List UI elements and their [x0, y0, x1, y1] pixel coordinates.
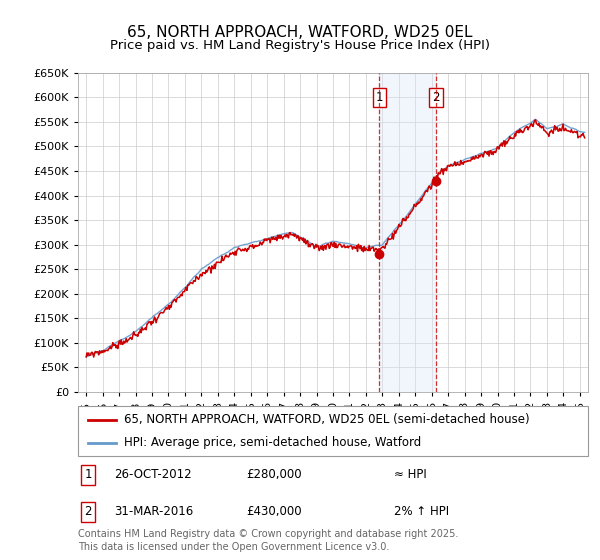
- Bar: [379, 73, 436, 392]
- Text: Contains HM Land Registry data © Crown copyright and database right 2025.
This d: Contains HM Land Registry data © Crown c…: [78, 529, 458, 552]
- Text: 2: 2: [432, 91, 440, 104]
- Text: £280,000: £280,000: [247, 468, 302, 482]
- Text: 1: 1: [376, 91, 383, 104]
- FancyBboxPatch shape: [78, 406, 588, 456]
- Text: 65, NORTH APPROACH, WATFORD, WD25 0EL (semi-detached house): 65, NORTH APPROACH, WATFORD, WD25 0EL (s…: [124, 413, 530, 426]
- Text: Price paid vs. HM Land Registry's House Price Index (HPI): Price paid vs. HM Land Registry's House …: [110, 39, 490, 52]
- Text: HPI: Average price, semi-detached house, Watford: HPI: Average price, semi-detached house,…: [124, 436, 421, 449]
- Text: 2% ↑ HPI: 2% ↑ HPI: [394, 505, 449, 519]
- Text: £430,000: £430,000: [247, 505, 302, 519]
- Text: 1: 1: [85, 468, 92, 482]
- Text: 31-MAR-2016: 31-MAR-2016: [114, 505, 193, 519]
- Text: 26-OCT-2012: 26-OCT-2012: [114, 468, 191, 482]
- Text: 65, NORTH APPROACH, WATFORD, WD25 0EL: 65, NORTH APPROACH, WATFORD, WD25 0EL: [127, 25, 473, 40]
- Text: ≈ HPI: ≈ HPI: [394, 468, 427, 482]
- Text: 2: 2: [85, 505, 92, 519]
